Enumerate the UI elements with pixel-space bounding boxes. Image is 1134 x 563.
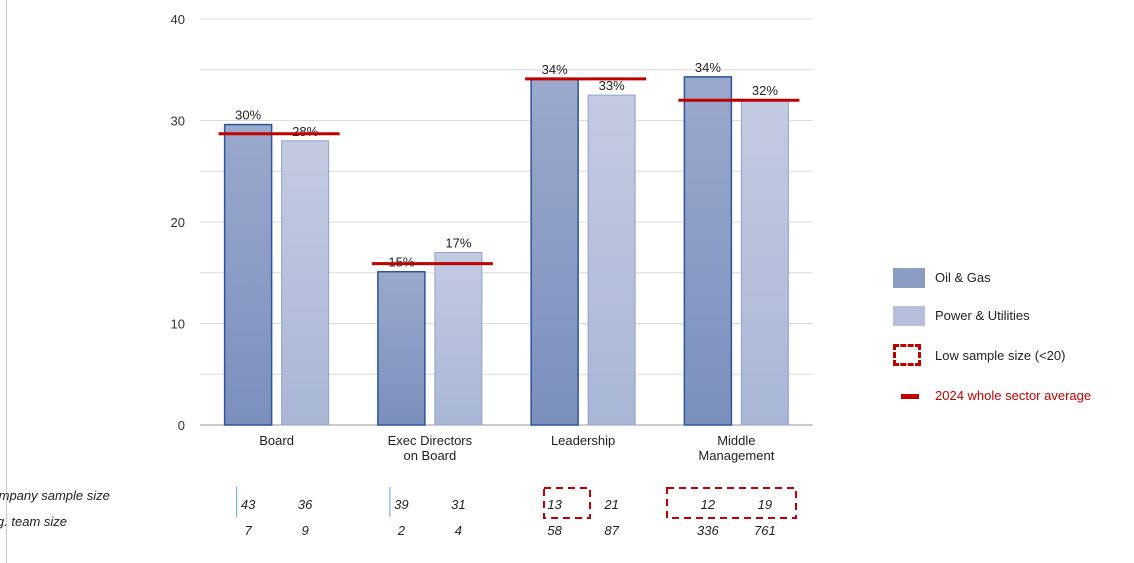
page-frame-border [0,0,7,563]
bar-oil-gas [530,78,579,426]
team-size-oil-gas: 336 [697,523,719,538]
team-size-oil-gas: 2 [397,523,406,538]
bar-power-utilities [281,140,330,426]
bar-oil-gas [683,76,733,426]
sample-size-oil-gas: 12 [701,497,716,512]
y-tick-label: 20 [171,215,185,230]
legend-swatch-power-utilities [893,306,925,326]
x-category-label: Board [259,433,294,448]
x-category-label: Exec Directors [388,433,473,448]
legend-label-low-sample: Low sample size (<20) [935,348,1066,363]
legend-label-sector-avg: 2024 whole sector average [935,388,1092,403]
bar-oil-gas [223,123,273,426]
y-tick-label: 0 [178,418,185,433]
row-label-sample-size: Company sample size [0,488,110,503]
team-size-oil-gas: 58 [547,523,562,538]
team-size-power-utilities: 4 [455,523,462,538]
legend-label-oil-gas: Oil & Gas [935,270,991,285]
legend-swatch-oil-gas [893,268,925,288]
data-label-oil-gas: 34% [695,60,721,75]
sample-size-power-utilities: 31 [451,497,465,512]
legend-swatch-low-sample [893,344,921,366]
data-label-power-utilities: 17% [445,235,471,250]
data-label-oil-gas: 34% [542,62,568,77]
sample-size-oil-gas: 13 [547,497,562,512]
bar-power-utilities [434,251,483,426]
y-tick-label: 40 [171,12,185,27]
x-category-label: Management [698,448,774,463]
data-label-power-utilities: 33% [599,78,625,93]
legend-label-power-utilities: Power & Utilities [935,308,1030,323]
sample-size-power-utilities: 21 [603,497,618,512]
legend-swatch-sector-avg [901,394,919,399]
data-label-power-utilities: 32% [752,83,778,98]
data-label-oil-gas: 30% [235,108,261,123]
x-category-label: Middle [717,433,755,448]
x-category-label: on Board [403,448,456,463]
sample-size-power-utilities: 36 [298,497,313,512]
sample-size-power-utilities: 19 [758,497,772,512]
data-label-power-utilities: 28% [292,124,318,139]
low-sample-box [543,487,591,519]
team-size-power-utilities: 9 [302,523,309,538]
y-tick-label: 10 [171,317,185,332]
low-sample-box [666,487,797,519]
bar-power-utilities [587,94,636,426]
sample-size-oil-gas: 39 [394,497,408,512]
team-size-power-utilities: 87 [604,523,619,538]
team-size-power-utilities: 761 [754,523,776,538]
sample-size-oil-gas: 43 [241,497,256,512]
row-label-team-size: Avg. team size [0,514,68,529]
bar-oil-gas [377,270,426,426]
x-category-label: Leadership [551,433,615,448]
y-tick-label: 30 [171,114,185,129]
team-size-oil-gas: 7 [245,523,253,538]
bar-power-utilities [740,99,789,426]
